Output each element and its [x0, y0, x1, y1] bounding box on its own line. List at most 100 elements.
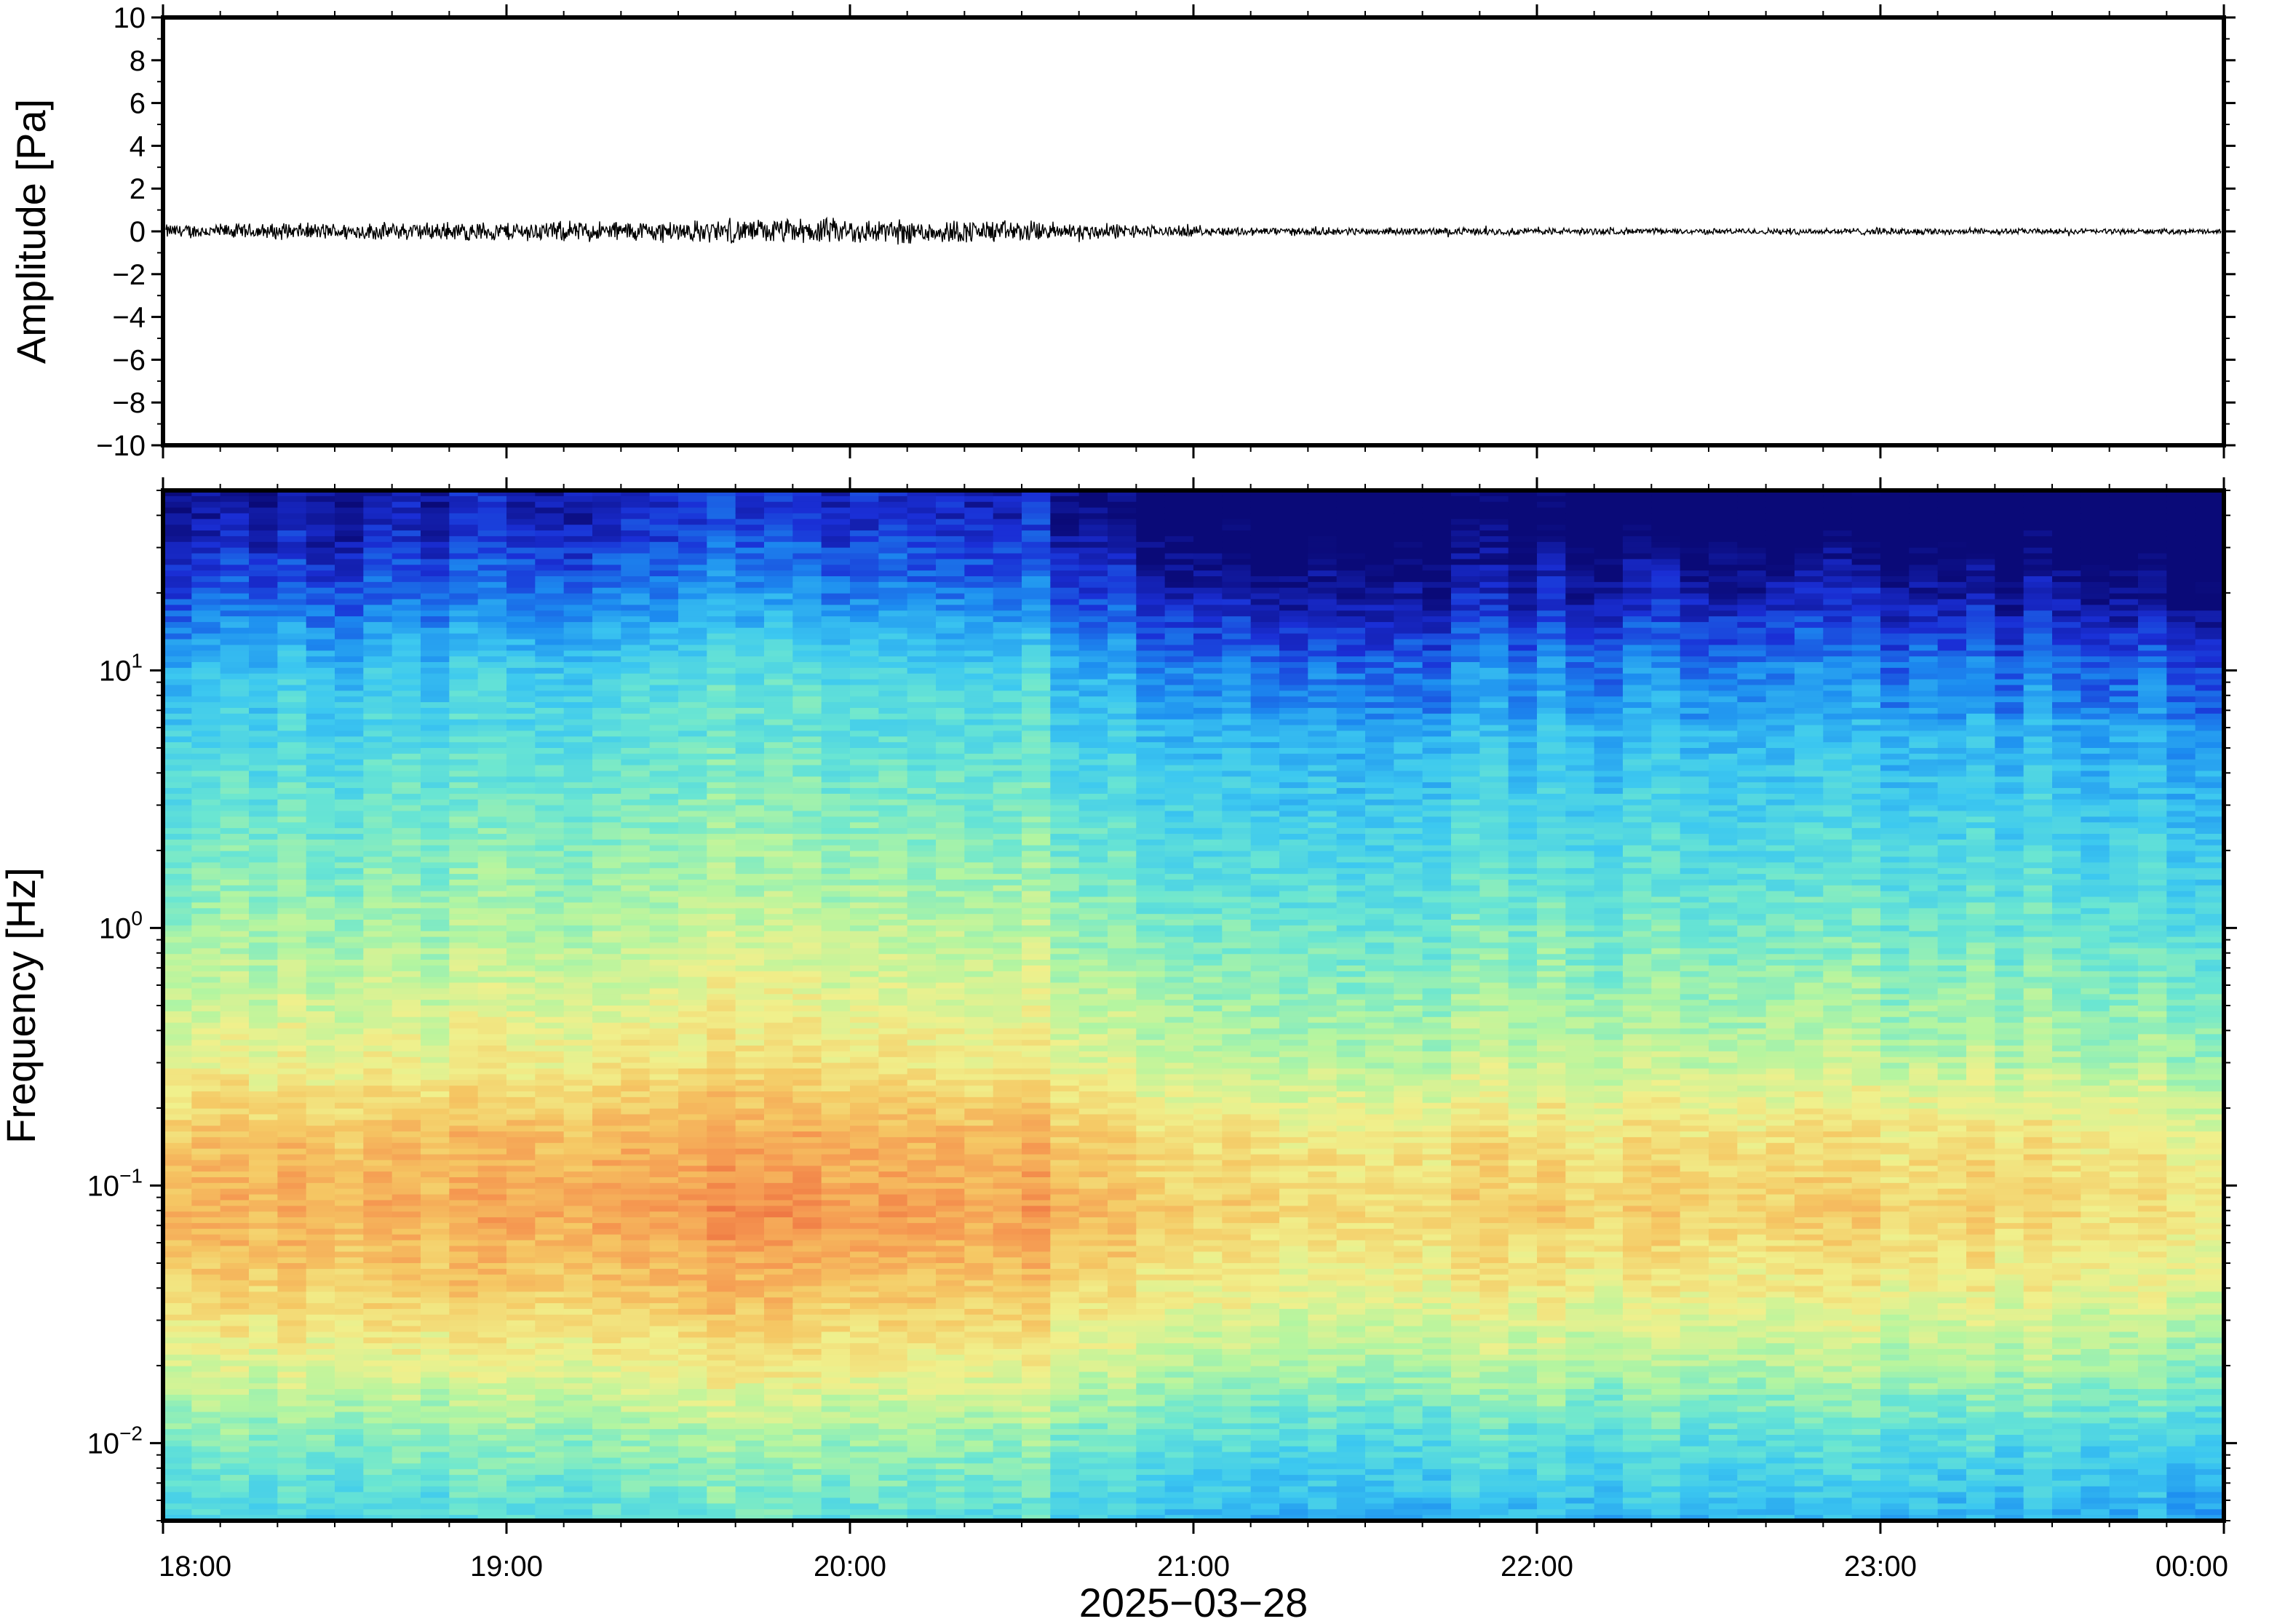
spectrogram-cell [191, 1068, 221, 1075]
spectrogram-cell [678, 1028, 707, 1035]
spectrogram-cell [907, 799, 937, 806]
spectrogram-cell [535, 1406, 565, 1413]
spectrogram-cell [277, 1475, 307, 1481]
spectrogram-cell [277, 1372, 307, 1378]
spectrogram-cell [220, 1200, 250, 1206]
spectrogram-cell [850, 753, 879, 760]
spectrogram-cell [191, 1469, 221, 1476]
spectrogram-cell [506, 553, 536, 560]
spectrogram-cell [249, 621, 278, 629]
spectrogram-cell [592, 988, 621, 995]
spectrogram-cell [850, 805, 879, 812]
spectrogram-cell [335, 1096, 364, 1104]
spectrogram-cell [335, 1091, 364, 1098]
spectrogram-cell [592, 1320, 621, 1327]
spectrogram-cell [421, 782, 450, 789]
spectrogram-cell [563, 553, 593, 560]
spectrogram-cell [191, 1274, 221, 1281]
spectrogram-cell [563, 650, 593, 657]
spectrogram-cell [191, 1497, 221, 1504]
spectrogram-cell [821, 541, 851, 549]
spectrogram-cell [649, 793, 679, 800]
spectrogram-cell [392, 621, 421, 629]
spectrogram-cell [592, 1417, 621, 1424]
spectrogram-cell [191, 1291, 221, 1298]
spectrogram-cell [277, 793, 307, 800]
spectrogram-cell [191, 1137, 221, 1144]
spectrogram-cell [792, 1257, 822, 1264]
spectrogram-cell [735, 856, 765, 863]
spectrogram-cell [563, 1457, 593, 1464]
spectrogram-cell [506, 902, 536, 909]
spectrogram-cell [220, 1503, 250, 1510]
spectrogram-cell [306, 845, 335, 852]
spectrogram-cell [850, 1400, 879, 1407]
spectrogram-cell [163, 771, 192, 777]
spectrogram-cell [735, 805, 765, 812]
spectrogram-cell [363, 1429, 393, 1436]
spectrogram-cell [707, 513, 736, 520]
spectrogram-cell [249, 920, 278, 926]
spectrogram-cell [821, 942, 851, 949]
spectrogram-cell [421, 1274, 450, 1281]
spectrogram-cell [392, 1091, 421, 1098]
spectrogram-cell [363, 1074, 393, 1080]
spectrogram-cell [821, 902, 851, 909]
spectrogram-cell [850, 1469, 879, 1476]
spectrogram-cell [392, 1200, 421, 1206]
spectrogram-cell [563, 621, 593, 629]
spectrogram-cell [191, 1131, 221, 1138]
spectrogram-cell [335, 1280, 364, 1287]
spectrogram-cell [792, 673, 822, 680]
spectrogram-cell [792, 616, 822, 623]
spectrogram-cell [678, 1102, 707, 1110]
spectrogram-cell [792, 1171, 822, 1178]
spectrogram-cell [792, 851, 822, 858]
spectrogram-cell [535, 581, 565, 589]
spectrogram-cell [363, 1200, 393, 1206]
spectrogram-cell [392, 656, 421, 663]
spectrogram-cell [535, 1211, 565, 1218]
spectrogram-cell [191, 1280, 221, 1287]
spectrogram-cell [392, 759, 421, 766]
spectrogram-cell [220, 1177, 250, 1184]
spectrogram-cell [220, 976, 250, 984]
spectrogram-cell [850, 736, 879, 743]
spectrogram-cell [535, 1400, 565, 1407]
spectrogram-cell [363, 1497, 393, 1504]
spectrogram-cell [449, 931, 479, 938]
spectrogram-cell [306, 976, 335, 984]
spectrogram-cell [621, 976, 651, 984]
spectrogram-cell [449, 1120, 479, 1126]
spectrogram-cell [363, 1332, 393, 1338]
spectrogram-cell [764, 490, 793, 497]
spectrogram-cell [821, 1022, 851, 1030]
spectrogram-cell [878, 1457, 908, 1464]
spectrogram-cell [421, 742, 450, 749]
spectrogram-cell [563, 1177, 593, 1184]
spectrogram-cell [477, 822, 507, 829]
spectrogram-cell [477, 1142, 507, 1150]
spectrogram-cell [621, 1497, 651, 1504]
spectrogram-cell [392, 1509, 421, 1516]
spectrogram-cell [649, 920, 679, 926]
spectrogram-cell [678, 507, 707, 514]
spectrogram-cell [421, 1349, 450, 1356]
spectrogram-cell [592, 1217, 621, 1224]
spectrogram-cell [592, 501, 621, 509]
spectrogram-cell [535, 702, 565, 709]
spectrogram-cell [220, 1051, 250, 1058]
spectrogram-cell [249, 1240, 278, 1246]
spectrogram-cell [649, 1040, 679, 1046]
spectrogram-cell [421, 1480, 450, 1487]
spectrogram-cell [764, 1446, 793, 1453]
spectrogram-cell [363, 960, 393, 966]
spectrogram-cell [220, 811, 250, 817]
spectrogram-cell [649, 1086, 679, 1092]
spectrogram-cell [621, 513, 651, 520]
spectrogram-cell [792, 1234, 822, 1241]
spectrogram-cell [649, 828, 679, 835]
spectrogram-cell [735, 771, 765, 777]
spectrogram-cell [621, 605, 651, 611]
spectrogram-cell [335, 1257, 364, 1264]
